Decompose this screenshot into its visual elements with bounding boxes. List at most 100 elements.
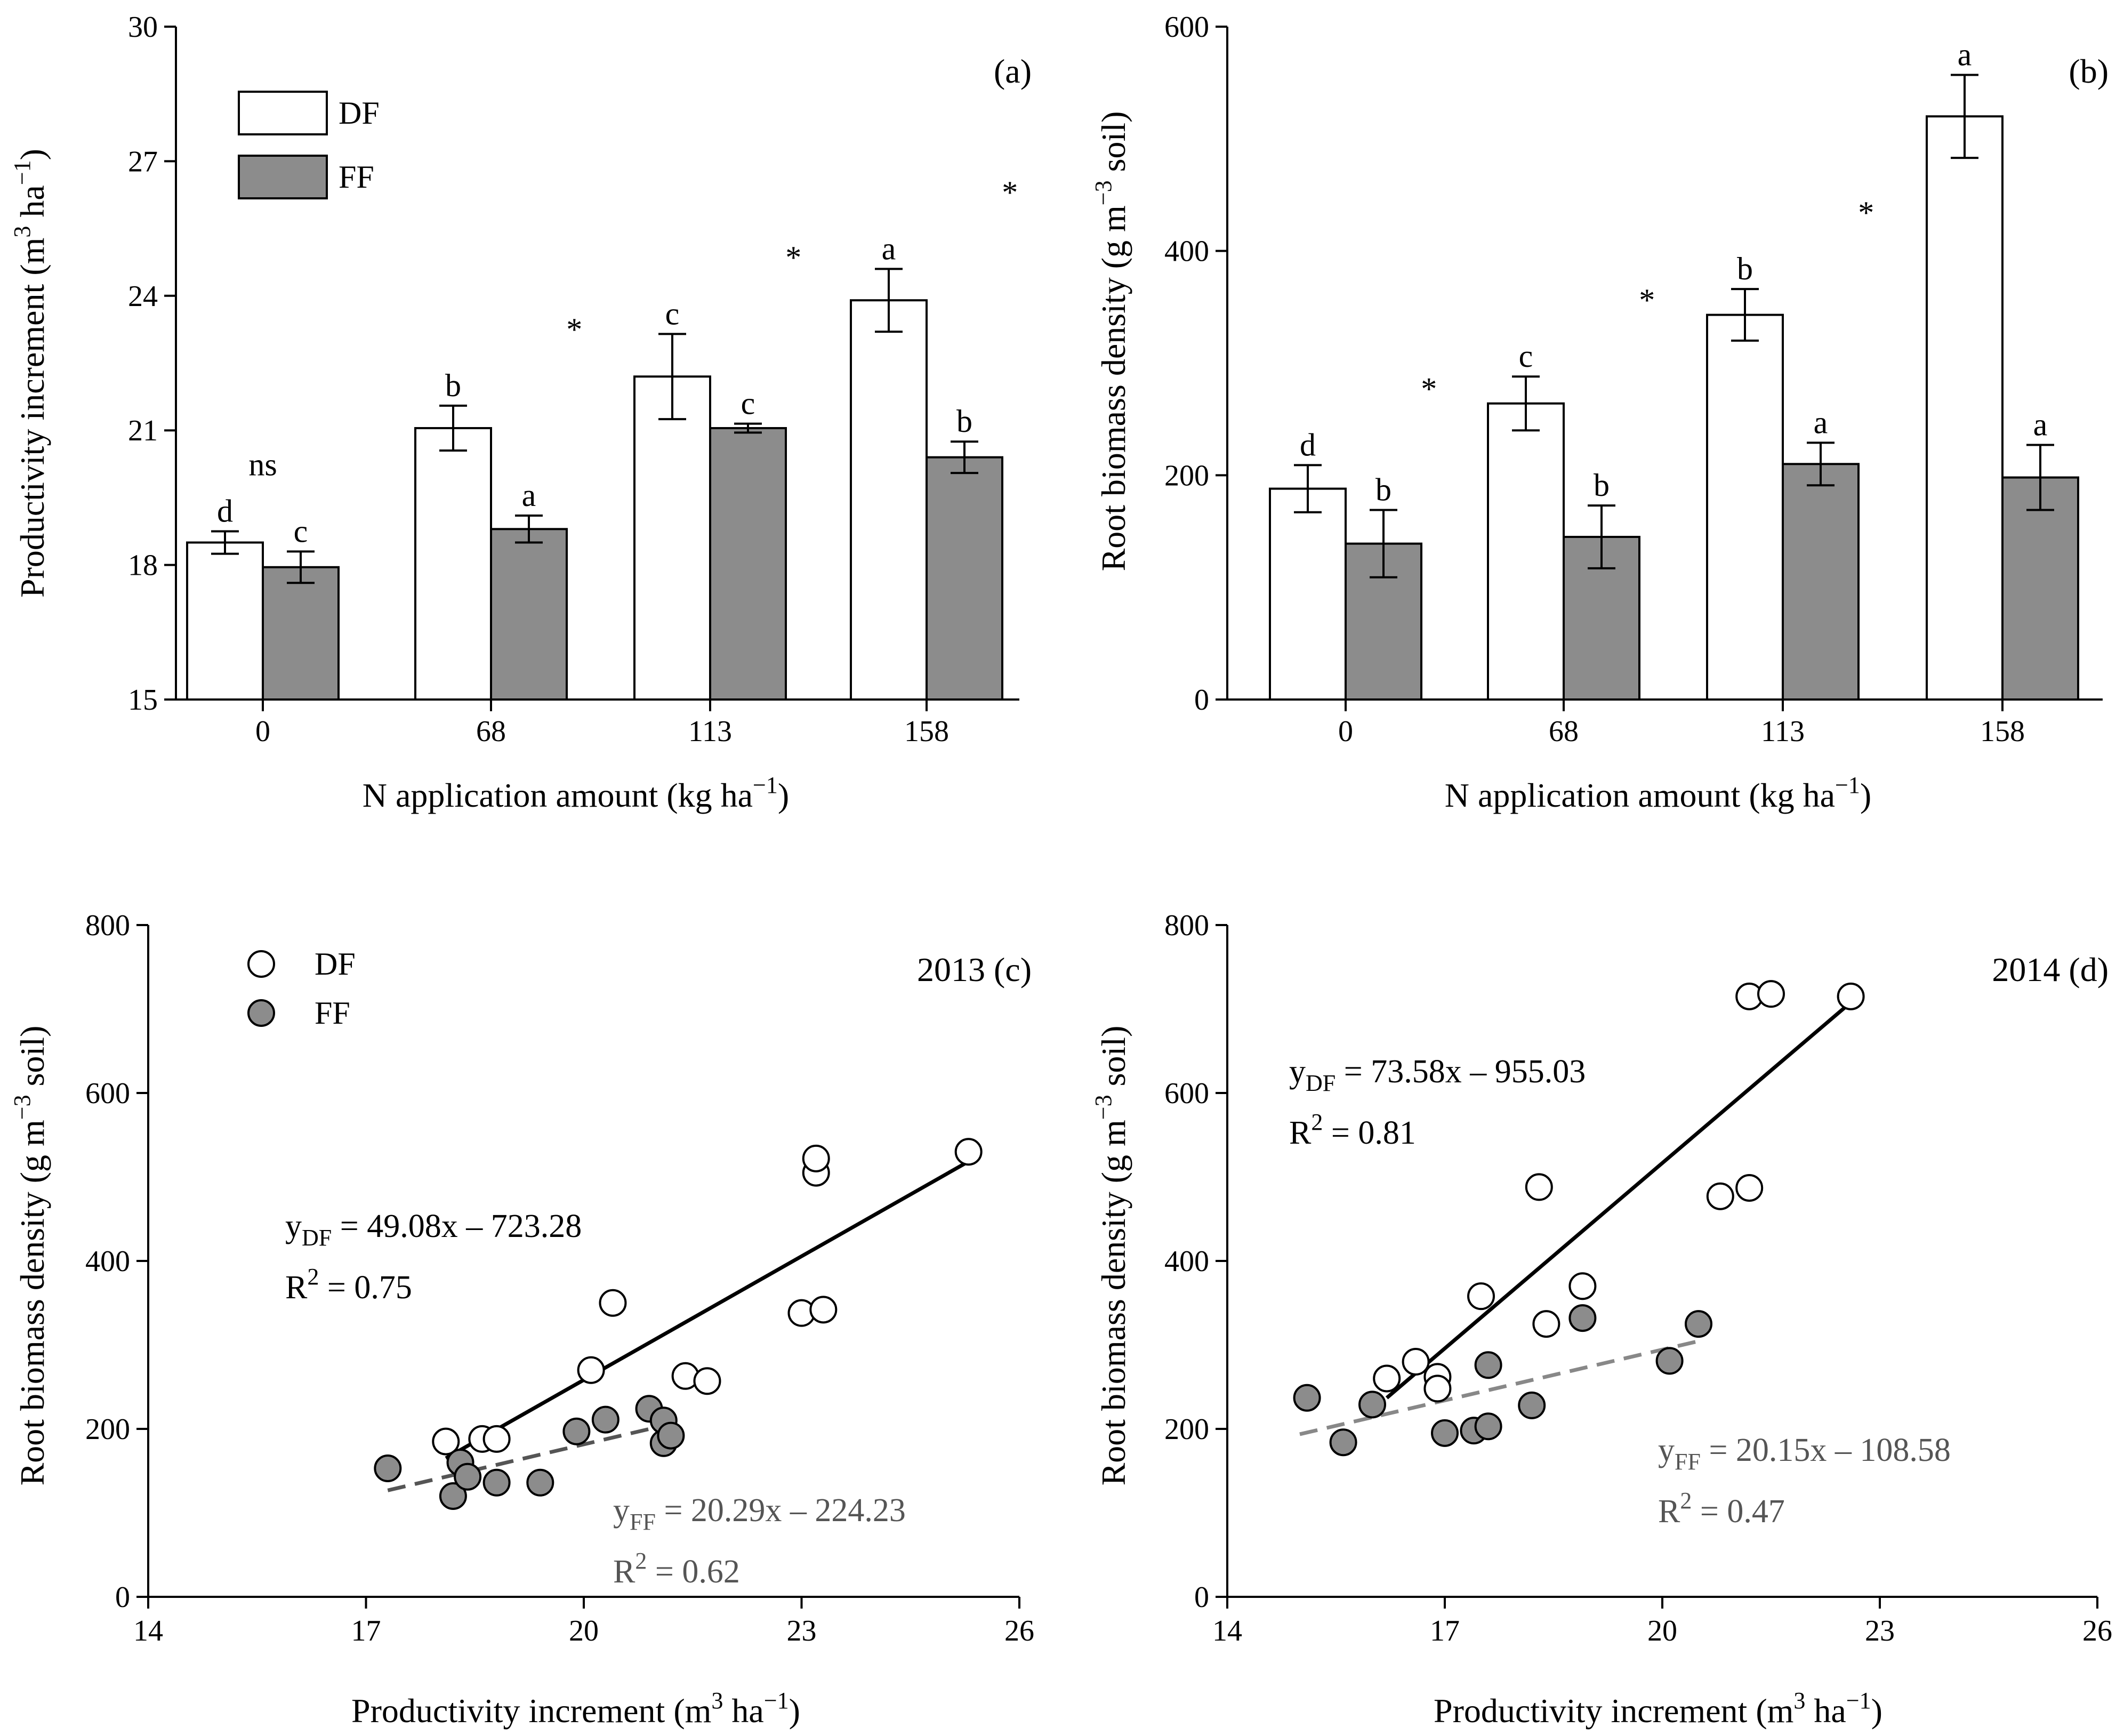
panel-c-label: 2013 (c) [917,951,1032,988]
panel-a-xtick-1: 68 [476,715,506,748]
point-c-df [802,1144,830,1172]
panel-d-ff-equation: yFF = 20.15x – 108.58 [1658,1432,1951,1475]
point-c-ff [657,1421,685,1450]
panel-a-xtick-2: 113 [688,715,732,748]
bar-a-df [850,299,928,701]
panel-c-ytick-label: 600 [85,1077,130,1110]
panel-a-ytick-label: 30 [128,11,158,44]
point-c-ff [454,1462,482,1491]
panel-c-df-r2: R2 = 0.75 [285,1264,412,1306]
panel-d-ytick-label: 800 [1164,909,1209,942]
point-d-ff [1293,1384,1321,1412]
point-d-ff [1358,1391,1386,1419]
panel-d-xtick-label: 26 [2082,1614,2112,1647]
significance-marker-a: ns [248,447,277,483]
legend-a-ff-label: FF [339,159,374,195]
panel-a-ytick-label: 15 [128,684,158,717]
point-d-ff [1518,1391,1546,1419]
panel-a-xtick-0: 0 [255,715,270,748]
point-d-ff [1474,1412,1502,1441]
panel-d-xtick-label: 14 [1212,1614,1242,1647]
bar-a-ff [709,427,787,701]
legend-c-df-label: DF [315,946,356,982]
panel-c-ff-equation: yFF = 20.29x – 224.23 [613,1492,906,1535]
point-c-ff [591,1405,620,1434]
bar-a-df [186,541,264,701]
bar-b-df [1706,314,1784,701]
legend-a-df-swatch [238,91,328,135]
panel-b-xtick-3: 158 [1980,715,2025,748]
point-d-df [1525,1173,1553,1201]
panel-c-ytick-label: 400 [85,1245,130,1278]
panel-b-xlabel: N application amount (kg ha−1) [1445,772,1871,814]
panel-b-xtick-1: 68 [1549,715,1579,748]
panel-b-xtick-2: 113 [1761,715,1805,748]
bar-b-df [1269,487,1347,701]
significance-letter-a: c [665,296,680,331]
bar-a-ff [490,528,568,701]
panel-c-df-equation: yDF = 49.08x – 723.28 [285,1208,582,1251]
regression-line-c-ff [387,1420,679,1492]
significance-letter-a: d [217,494,233,529]
panel-c-ylabel: Root biomass density (g m−3 soil) [9,1026,51,1486]
panel-d-ytick-label: 400 [1164,1245,1209,1278]
significance-letter-b: a [2033,407,2048,443]
bar-b-df [1487,402,1565,701]
point-c-df [482,1425,511,1453]
panel-a-label: (a) [994,52,1032,90]
significance-letter-a: b [956,404,972,439]
panel-a-ytick-label: 24 [128,280,158,313]
panel-c-xtick-label: 17 [351,1614,381,1647]
significance-letter-b: c [1519,339,1533,374]
panel-c-xtick-label: 26 [1004,1614,1034,1647]
panel-d-ytick-label: 0 [1194,1581,1209,1614]
panel-d-xlabel: Productivity increment (m3 ha−1) [1434,1687,1882,1730]
panel-a-xlabel: N application amount (kg ha−1) [363,772,789,814]
panel-a-ylabel: Productivity increment (m3 ha−1) [9,149,51,598]
legend-c-df-marker [247,950,275,978]
bar-a-df [633,375,711,701]
panel-d-xtick-label: 20 [1647,1614,1677,1647]
panel-a-xtick-3: 158 [904,715,949,748]
significance-letter-b: b [1737,251,1753,286]
point-d-ff [1329,1428,1357,1457]
point-c-ff [562,1417,591,1445]
point-d-df [1373,1364,1401,1393]
point-c-df [809,1296,838,1324]
panel-d-xtick-label: 23 [1865,1614,1895,1647]
chart-marks: 151821242730dbcacacbns***0200400600dcbab… [85,0,2112,1647]
significance-letter-a: c [294,513,308,549]
panel-b-ytick-label: 600 [1164,11,1209,44]
point-d-df [1402,1348,1430,1376]
panel-b-ylabel: Root biomass density (g m−3 soil) [1090,111,1132,572]
bar-b-df [1926,115,2004,701]
point-c-df [693,1367,721,1395]
point-d-ff [1655,1347,1684,1375]
legend-c-ff-marker [247,999,275,1027]
panel-d: 2014 (d) yDF = 73.58x – 955.03 R2 = 0.81… [1090,951,2109,1730]
significance-marker-a: * [1002,175,1018,210]
point-c-df [954,1138,983,1166]
panel-b-ytick-label: 200 [1164,459,1209,492]
significance-letter-a: b [445,368,461,403]
point-d-ff [1685,1310,1712,1338]
panel-b-label: (b) [2069,52,2109,90]
panel-d-xtick-label: 17 [1430,1614,1460,1647]
legend-c-ff-label: FF [315,995,350,1031]
significance-marker-b: * [1421,371,1437,406]
panel-c-xtick-label: 23 [787,1614,817,1647]
significance-marker-a: * [785,240,801,275]
panel-c-ytick-label: 200 [85,1413,130,1446]
panel-a-ytick-label: 21 [128,414,158,447]
significance-letter-b: a [1814,405,1828,440]
significance-marker-a: * [566,312,582,347]
panel-c-xlabel: Productivity increment (m3 ha−1) [351,1687,800,1730]
point-d-ff [1431,1419,1459,1447]
bar-a-ff [926,456,1003,701]
panel-b: (b) 0 68 113 158 N application amount (k… [1090,52,2109,814]
significance-letter-b: b [1594,468,1610,503]
panel-d-label: 2014 (d) [1992,951,2109,988]
panel-c-ytick-label: 800 [85,909,130,942]
panel-c-ytick-label: 0 [115,1581,130,1614]
